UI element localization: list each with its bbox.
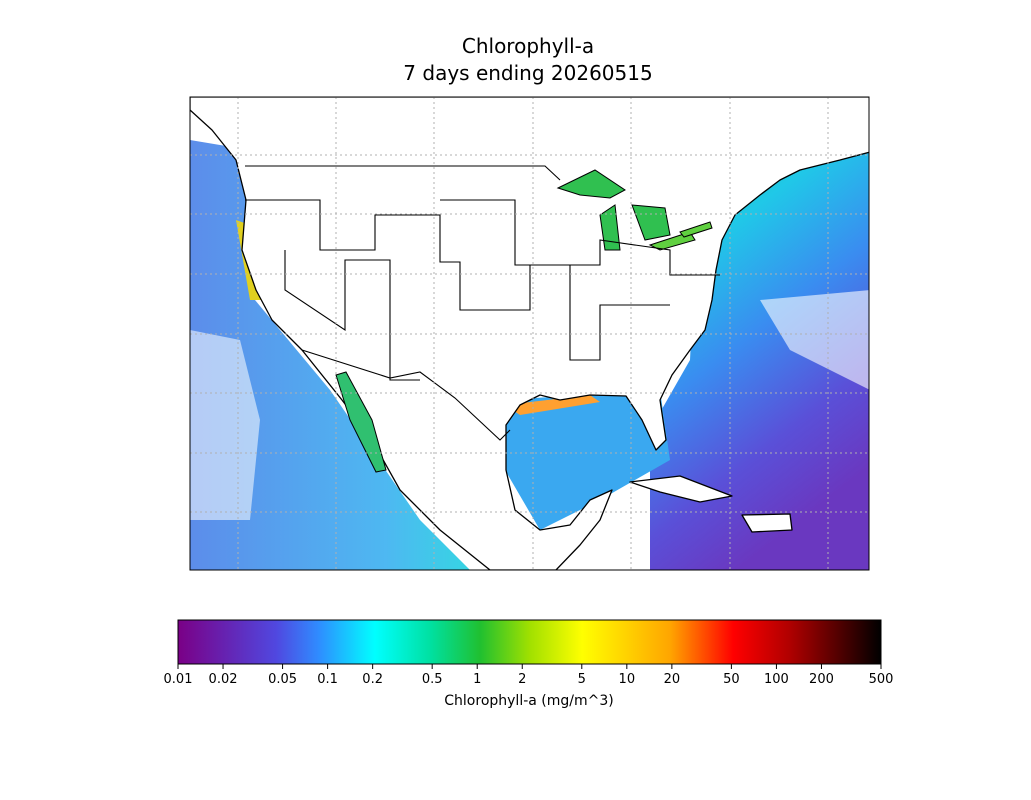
tick-label: 0.05	[268, 672, 297, 687]
colorbar: 0.01 0.02 0.05 0.1 0.2 0.5 1 2 5 10 20 50 100 200 500	[164, 619, 894, 687]
tick-label: 2	[518, 672, 526, 687]
tick-label: 0.5	[422, 672, 443, 687]
tick-label: 0.2	[362, 672, 383, 687]
tick-label: 5	[578, 672, 586, 687]
lake-superior	[556, 169, 626, 199]
title-line: Chlorophyll-a	[462, 34, 594, 58]
cuba	[629, 475, 733, 503]
tick-label: 50	[723, 672, 740, 687]
hispaniola	[741, 513, 793, 533]
gulf-of-mexico	[505, 390, 670, 530]
lake-ontario	[679, 221, 713, 238]
graticule	[190, 97, 869, 570]
border	[440, 199, 720, 276]
tick-label: 10	[619, 672, 636, 687]
border	[301, 349, 511, 441]
map	[190, 97, 869, 570]
cloud-gap	[190, 330, 260, 520]
border	[245, 165, 561, 181]
land	[190, 97, 869, 570]
colorbar-label: Chlorophyll-a (mg/m^3)	[444, 693, 613, 709]
lake-michigan	[599, 204, 621, 251]
map-frame	[189, 96, 870, 571]
pacific-ocean	[190, 140, 470, 570]
border	[284, 250, 420, 381]
tick-label: 0.01	[164, 672, 193, 687]
title-line: 7 days ending 20260515	[403, 61, 652, 85]
cloud-gap	[760, 290, 869, 390]
tick-label: 0.1	[317, 672, 338, 687]
tick-label: 20	[664, 672, 681, 687]
tick-label: 0.02	[209, 672, 238, 687]
tick-label: 500	[869, 672, 894, 687]
coastal-bloom	[505, 395, 600, 415]
gulf-of-california	[335, 371, 387, 473]
colorbar-gradient	[177, 619, 882, 665]
tick-label: 200	[809, 672, 834, 687]
tick-label: 1	[473, 672, 481, 687]
tick-label: 100	[764, 672, 789, 687]
border	[245, 199, 670, 361]
